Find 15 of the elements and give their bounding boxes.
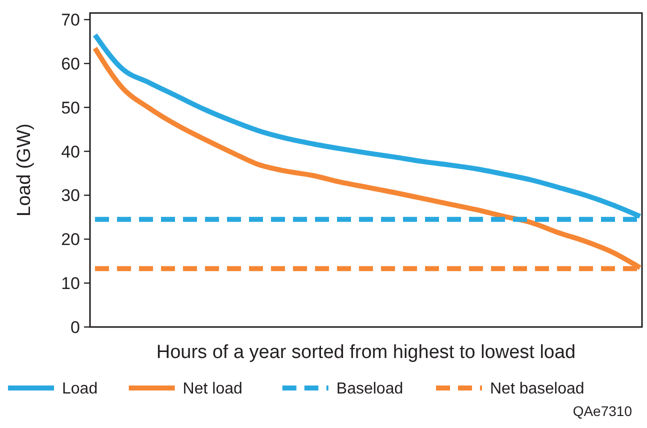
y-tick-label: 30 [61,186,80,206]
y-axis-title: Load (GW) [14,124,35,216]
x-axis-title: Hours of a year sorted from highest to lowest load [156,342,576,363]
legend-label: Baseload [336,380,404,398]
y-tick-label: 50 [61,98,80,118]
y-tick-label: 60 [61,54,80,74]
y-tick-label: 10 [61,274,80,294]
text: QAe7310 [572,403,632,419]
y-tick-label: 0 [70,318,80,337]
legend-label: Load [62,380,98,398]
y-tick-label: 40 [61,142,80,162]
y-tick-label: 70 [61,10,80,30]
legend-label: Net load [182,380,242,398]
legend-label: Net baseload [490,380,584,398]
y-tick-label: 20 [61,230,80,250]
